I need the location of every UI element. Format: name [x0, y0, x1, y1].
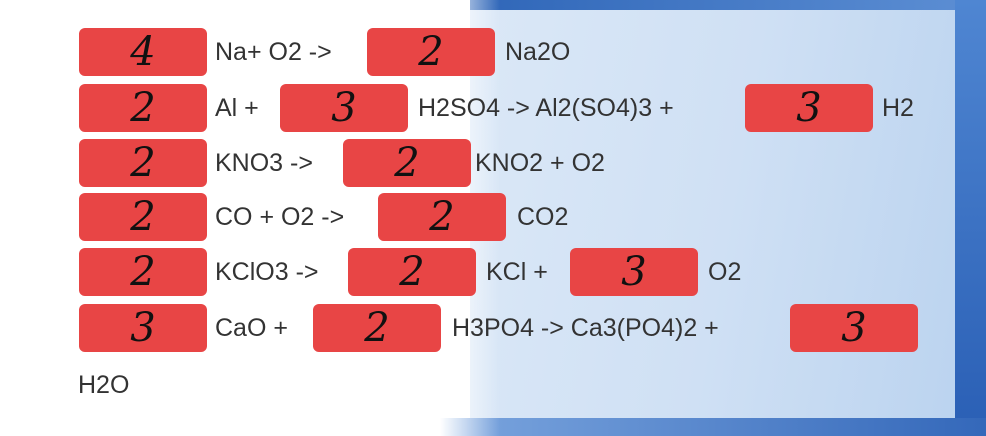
equation-text: CO2: [517, 203, 569, 231]
handwritten-answer: 2: [130, 249, 156, 295]
equation-text: H3PO4 -> Ca3(PO4)2 +: [452, 314, 719, 342]
background-edge: [955, 0, 986, 436]
equation-text: Al +: [215, 94, 259, 122]
answer-box[interactable]: 2: [343, 139, 471, 187]
equation-text: KNO2 + O2: [475, 149, 605, 177]
handwritten-answer: 2: [130, 140, 156, 186]
handwritten-answer: 2: [130, 85, 156, 131]
answer-box[interactable]: 3: [790, 304, 918, 352]
answer-box[interactable]: 4: [79, 28, 207, 76]
answer-box[interactable]: 2: [313, 304, 441, 352]
answer-box[interactable]: 3: [745, 84, 873, 132]
equation-text: Na2O: [505, 38, 571, 66]
handwritten-answer: 3: [841, 305, 867, 351]
handwritten-answer: 3: [621, 249, 647, 295]
equation-text: O2: [708, 258, 742, 286]
answer-box[interactable]: 2: [79, 139, 207, 187]
equation-text: KClO3 ->: [215, 258, 319, 286]
answer-box[interactable]: 3: [79, 304, 207, 352]
equation-text: Na+ O2 ->: [215, 38, 332, 66]
answer-box[interactable]: 3: [570, 248, 698, 296]
answer-box[interactable]: 2: [79, 248, 207, 296]
answer-box[interactable]: 2: [367, 28, 495, 76]
equation-text: H2O: [78, 371, 130, 399]
handwritten-answer: 2: [364, 305, 390, 351]
answer-box[interactable]: 2: [79, 193, 207, 241]
background-band: [470, 0, 986, 10]
handwritten-answer: 2: [399, 249, 425, 295]
equation-text: H2SO4 -> Al2(SO4)3 +: [418, 94, 674, 122]
background-band: [420, 418, 986, 436]
answer-box[interactable]: 2: [348, 248, 476, 296]
handwritten-answer: 3: [796, 85, 822, 131]
handwritten-answer: 3: [331, 85, 357, 131]
equation-text: KCl +: [486, 258, 548, 286]
handwritten-answer: 2: [394, 140, 420, 186]
handwritten-answer: 4: [130, 29, 156, 75]
handwritten-answer: 2: [429, 194, 455, 240]
equation-text: KNO3 ->: [215, 149, 313, 177]
handwritten-answer: 3: [130, 305, 156, 351]
handwritten-answer: 2: [418, 29, 444, 75]
handwritten-answer: 2: [130, 194, 156, 240]
equation-text: H2: [882, 94, 914, 122]
answer-box[interactable]: 2: [79, 84, 207, 132]
answer-box[interactable]: 2: [378, 193, 506, 241]
equation-text: CaO +: [215, 314, 288, 342]
background-panel: [470, 0, 986, 436]
equation-text: CO + O2 ->: [215, 203, 345, 231]
answer-box[interactable]: 3: [280, 84, 408, 132]
